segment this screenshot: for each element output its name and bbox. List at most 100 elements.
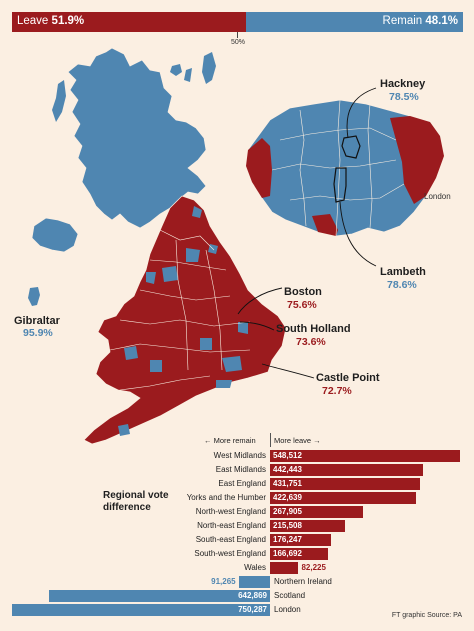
category-label: North-west England xyxy=(195,507,266,516)
cornwall-remain-area xyxy=(118,424,130,436)
bar-row: East England 431,751 xyxy=(0,478,474,490)
bar xyxy=(238,576,270,588)
castle-point-name: Castle Point xyxy=(316,372,380,384)
outer-hebrides xyxy=(52,80,66,122)
hillingdon-leave-area xyxy=(246,138,272,198)
category-label: East Midlands xyxy=(215,465,266,474)
category-label: Yorks and the Humber xyxy=(186,493,266,502)
bar-row: Wales 82,225 xyxy=(0,562,474,574)
bar xyxy=(270,450,460,462)
cambridge-remain-area xyxy=(238,322,248,334)
bar-row: Yorks and the Humber 422,639 xyxy=(0,492,474,504)
midpoint-tick xyxy=(237,32,238,38)
bar xyxy=(270,520,345,532)
hackney-name: Hackney xyxy=(380,78,426,90)
lambeth-outline xyxy=(333,167,347,203)
bar-row: Northern Ireland 91,265 xyxy=(0,576,474,588)
category-label: North-east England xyxy=(197,521,266,530)
value-label: 442,443 xyxy=(273,465,302,474)
sutton-leave-area xyxy=(312,214,338,236)
category-label: Scotland xyxy=(274,591,306,600)
bar-row: East Midlands 442,443 xyxy=(0,464,474,476)
result-bar: Leave 51.9% Remain 48.1% xyxy=(12,12,463,32)
footer-credit: FT graphic Source: PA xyxy=(391,612,462,619)
callout-leader-lines xyxy=(237,87,377,379)
chart-title: Regional vote difference xyxy=(103,490,169,513)
gibraltar-name: Gibraltar xyxy=(14,315,60,327)
category-label: Wales xyxy=(244,563,266,572)
havering-leave-area xyxy=(390,116,444,204)
leave-label: Leave 51.9% xyxy=(17,15,85,27)
value-label: 176,247 xyxy=(273,535,302,544)
remain-segment xyxy=(246,12,463,32)
south-holland-name: South Holland xyxy=(276,323,351,335)
value-label: 750,287 xyxy=(238,605,267,614)
remain-label: Remain 48.1% xyxy=(382,15,458,27)
axis-left-label: ← More remain xyxy=(204,436,256,445)
midpoint-label: 50% xyxy=(231,39,246,46)
hackney-pct: 78.5% xyxy=(389,91,419,103)
category-label: East England xyxy=(218,479,266,488)
manchester-remain-area xyxy=(162,266,178,282)
lambeth-pct: 78.6% xyxy=(387,279,417,291)
bar-row: West Midlands 548,512 xyxy=(0,450,474,462)
scotland-region xyxy=(67,47,207,229)
bristol-remain-area xyxy=(150,360,162,372)
category-label: Northern Ireland xyxy=(274,577,332,586)
boston-name: Boston xyxy=(284,286,322,298)
bar xyxy=(270,562,299,574)
castle-point-pct: 72.7% xyxy=(322,385,352,397)
value-label: 82,225 xyxy=(301,563,326,572)
bar-row: Scotland 642,869 xyxy=(0,590,474,602)
value-label: 267,905 xyxy=(273,507,302,516)
cardiff-remain-area xyxy=(124,346,138,360)
bar-row: South-east England 176,247 xyxy=(0,534,474,546)
bar xyxy=(270,534,332,546)
london-remain-area xyxy=(222,356,242,372)
leave-segment xyxy=(12,12,246,32)
hackney-outline xyxy=(341,135,361,159)
district-boundaries xyxy=(109,229,251,391)
axis-divider xyxy=(270,433,271,447)
south-holland-pct: 73.6% xyxy=(296,336,326,348)
bar-row: London 750,287 xyxy=(0,604,474,616)
leeds-remain-area xyxy=(186,248,200,262)
newcastle-remain-area xyxy=(192,206,202,218)
oxford-remain-area xyxy=(200,338,212,350)
category-label: South-east England xyxy=(195,535,266,544)
value-label: 166,692 xyxy=(273,549,302,558)
northern-ireland-region xyxy=(31,217,79,253)
category-label: West Midlands xyxy=(213,451,266,460)
bar-row: North-west England 267,905 xyxy=(0,506,474,518)
boston-pct: 75.6% xyxy=(287,299,317,311)
bar-row: South-west England 166,692 xyxy=(0,548,474,560)
london-borough-boundaries xyxy=(271,99,405,237)
bar xyxy=(48,590,270,602)
bar xyxy=(270,478,420,490)
bar xyxy=(270,506,363,518)
lambeth-name: Lambeth xyxy=(380,266,426,278)
liverpool-remain-area xyxy=(146,272,156,284)
axis-right-label: More leave → xyxy=(274,436,321,445)
bar xyxy=(270,492,417,504)
bar xyxy=(270,548,328,560)
northern-scotland-island xyxy=(184,68,192,82)
value-label: 422,639 xyxy=(273,493,302,502)
gibraltar-shape xyxy=(28,287,40,306)
value-label: 91,265 xyxy=(211,577,236,586)
london-inset-label: London xyxy=(424,192,451,201)
orkney-islands xyxy=(170,64,182,76)
value-label: 548,512 xyxy=(273,451,302,460)
category-label: London xyxy=(274,605,301,614)
bar xyxy=(12,604,270,616)
bar-row: North-east England 215,508 xyxy=(0,520,474,532)
shetland-islands xyxy=(202,52,216,84)
england-wales-region xyxy=(83,195,287,445)
category-label: South-west England xyxy=(194,549,266,558)
gibraltar-pct: 95.9% xyxy=(23,327,53,339)
value-label: 215,508 xyxy=(273,521,302,530)
value-label: 642,869 xyxy=(238,591,267,600)
value-label: 431,751 xyxy=(273,479,302,488)
bar xyxy=(270,464,424,476)
